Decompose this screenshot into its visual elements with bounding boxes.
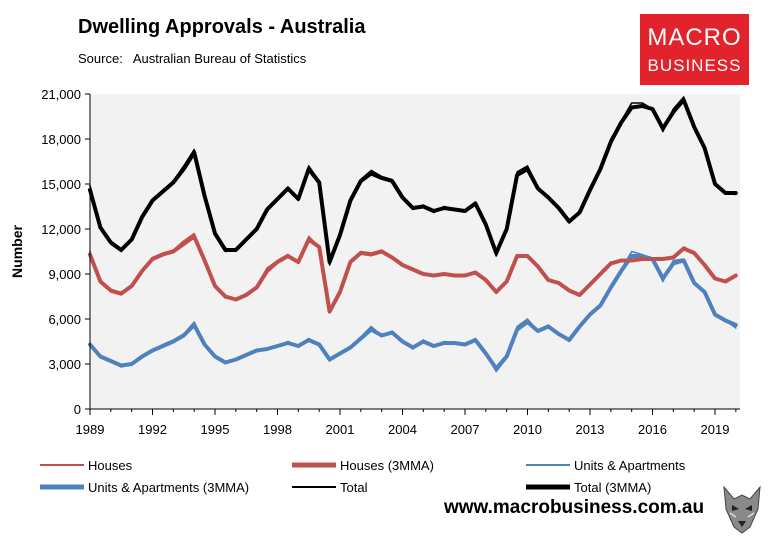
website-url: www.macrobusiness.com.au xyxy=(444,497,705,518)
x-tick-label: 2001 xyxy=(326,422,355,437)
x-tick-label: 2019 xyxy=(701,422,730,437)
legend-label: Units & Apartments (3MMA) xyxy=(88,480,249,495)
macrobusiness-logo: MACRO BUSINESS xyxy=(640,14,749,85)
x-tick-label: 1989 xyxy=(76,422,105,437)
wolf-mascot-icon xyxy=(723,485,761,534)
x-tick-label: 2010 xyxy=(513,422,542,437)
legend-label: Units & Apartments xyxy=(574,458,686,473)
source-line: Source: Australian Bureau of Statistics xyxy=(78,51,306,66)
y-tick-label: 12,000 xyxy=(41,222,81,237)
legend-label: Houses (3MMA) xyxy=(340,458,434,473)
x-tick-label: 1998 xyxy=(263,422,292,437)
x-tick-label: 2007 xyxy=(451,422,480,437)
legend-label: Houses xyxy=(88,458,133,473)
x-tick-label: 1995 xyxy=(201,422,230,437)
y-tick-label: 18,000 xyxy=(41,132,81,147)
series-line-total xyxy=(89,96,737,266)
source-label: Source: xyxy=(78,51,123,66)
y-tick-label: 3,000 xyxy=(48,357,81,372)
y-tick-label: 15,000 xyxy=(41,177,81,192)
y-tick-label: 9,000 xyxy=(48,267,81,282)
legend-label: Total (3MMA) xyxy=(574,480,651,495)
y-tick-label: 21,000 xyxy=(41,87,81,102)
series-line-units-apartments xyxy=(89,250,737,373)
plot-area xyxy=(90,94,740,409)
y-tick-label: 0 xyxy=(74,402,81,417)
logo-line2: BUSINESS xyxy=(647,56,742,75)
x-tick-label: 2016 xyxy=(638,422,667,437)
source-name: Australian Bureau of Statistics xyxy=(132,51,307,66)
logo-line1: MACRO xyxy=(647,24,742,51)
chart-title: Dwelling Approvals - Australia xyxy=(78,16,366,38)
legend-label: Total xyxy=(340,480,368,495)
x-tick-label: 2013 xyxy=(576,422,605,437)
x-tick-label: 2004 xyxy=(388,422,417,437)
series-line-houses xyxy=(89,232,737,314)
y-axis-title: Number xyxy=(9,225,25,278)
x-tick-label: 1992 xyxy=(138,422,167,437)
y-tick-label: 6,000 xyxy=(48,312,81,327)
